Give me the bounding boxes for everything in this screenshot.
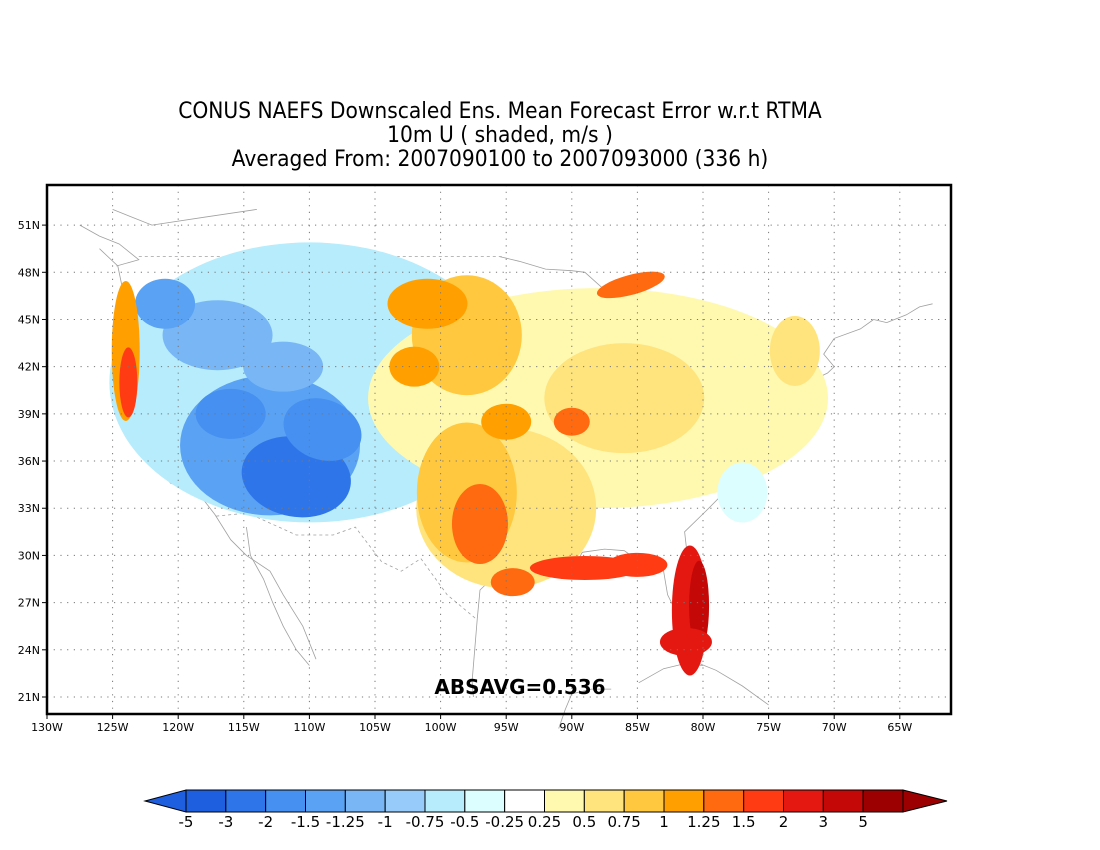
graticule-layer [47, 185, 951, 714]
lon-tick-label: 85W [625, 721, 650, 734]
lon-tick-label: 120W [162, 721, 194, 734]
lat-tick-label: 36N [18, 455, 40, 468]
lat-tick-label: 51N [18, 219, 40, 232]
colorbar-label: 2 [779, 813, 789, 831]
lat-tick-label: 48N [18, 266, 40, 279]
coastline [558, 688, 612, 729]
field-gulf-warm [490, 568, 535, 597]
lat-tick-label: 39N [18, 408, 40, 421]
field-midwest-warm [544, 343, 705, 454]
colorbar-label: 0.5 [572, 813, 596, 831]
lat-tick-label: 27N [18, 597, 40, 610]
field-kansas-warm [481, 403, 532, 440]
field-nebraska-warm [389, 346, 440, 387]
lon-tick-label: 90W [559, 721, 584, 734]
colorbar-label: -0.75 [406, 813, 445, 831]
colorbar-swatch [623, 789, 665, 813]
field-texas-warm [451, 483, 508, 564]
lon-tick-label: 65W [887, 721, 912, 734]
lon-tick-label: 110W [293, 721, 325, 734]
colorbar-label: 3 [819, 813, 829, 831]
field-west-cool [162, 300, 273, 371]
colorbar-label: 1.5 [732, 813, 756, 831]
lon-tick-label: 130W [31, 721, 63, 734]
coastline [873, 303, 933, 324]
colorbar-label: 0.75 [607, 813, 640, 831]
colorbar-high-arrow [902, 789, 948, 813]
title-block: CONUS NAEFS Downscaled Ens. Mean Forecas… [0, 100, 1000, 172]
coastline [471, 618, 478, 698]
colorbar-label: -1 [378, 813, 393, 831]
colorbar-label: 0.25 [528, 813, 561, 831]
lon-tick-label: 95W [494, 721, 519, 734]
field-gulf-warm [607, 552, 668, 577]
shaded-field-layer [109, 242, 829, 676]
lon-tick-label: 115W [228, 721, 260, 734]
lat-tick-label: 30N [18, 549, 40, 562]
colorbar-swatch [703, 789, 745, 813]
lat-tick-label: 42N [18, 361, 40, 374]
colorbar-low-arrow [143, 789, 187, 813]
colorbar-label: 5 [858, 813, 868, 831]
colorbar-swatch [862, 789, 904, 813]
field-west-cool [243, 341, 324, 392]
field-plains-warm [387, 278, 468, 329]
colorbar-label: -0.5 [450, 813, 479, 831]
axis-labels: 130W 125W 120W 115W 110W 105W 100W 95W 90W 85W 80W… [18, 219, 913, 734]
field-superior-warm [596, 271, 665, 299]
colorbar-swatch [384, 789, 426, 813]
colorbar-label: -0.25 [485, 813, 524, 831]
lon-tick-label: 70W [822, 721, 847, 734]
colorbar-swatch [344, 789, 386, 813]
map-frame [45, 183, 953, 716]
absavg-annotation: ABSAVG=0.536 [434, 675, 605, 699]
colorbar-label: -5 [179, 813, 194, 831]
field-west-cool [195, 388, 266, 439]
colorbar-swatch [265, 789, 306, 813]
field-carolina-cool [717, 462, 768, 523]
colorbar-swatch [663, 789, 705, 813]
field-missouri-warm [553, 407, 590, 436]
field-florida-core [689, 560, 710, 651]
colorbar-swatch [743, 789, 785, 813]
colorbar-label: -1.5 [291, 813, 320, 831]
title-line-2: 10m U ( shaded, m/s ) [387, 123, 613, 148]
colorbar-swatch [504, 789, 545, 813]
coastline [696, 662, 769, 706]
colorbar: -5 -3 -2 -1.5 -1.25 -1 -0.75 -0.5 -0.25 0.25 0.5 0.… [143, 789, 948, 831]
title-line-1: CONUS NAEFS Downscaled Ens. Mean Forecas… [178, 99, 822, 124]
coastline [246, 527, 310, 666]
colorbar-swatch [424, 789, 466, 813]
lon-tick-label: 75W [756, 721, 781, 734]
lon-tick-label: 105W [359, 721, 391, 734]
field-west-cool [135, 278, 196, 329]
colorbar-swatch [305, 789, 346, 813]
colorbar-swatch [464, 789, 506, 813]
lon-tick-label: 80W [691, 721, 716, 734]
field-westcoast-warm [119, 347, 138, 418]
colorbar-swatch [783, 789, 824, 813]
colorbar-label: 1 [659, 813, 669, 831]
lat-tick-label: 24N [18, 644, 40, 657]
coastline [79, 224, 140, 267]
lat-tick-label: 45N [18, 313, 40, 326]
lon-tick-label: 125W [97, 721, 129, 734]
colorbar-swatch [185, 789, 227, 813]
lon-tick-label: 100W [425, 721, 457, 734]
colorbar-swatch [544, 789, 585, 813]
field-florida-keys [659, 627, 712, 656]
colorbar-label: -2 [258, 813, 273, 831]
colorbar-swatch [225, 789, 267, 813]
title-line-3: Averaged From: 2007090100 to 2007093000 … [231, 147, 769, 172]
coastline [112, 209, 257, 226]
lat-tick-label: 33N [18, 502, 40, 515]
field-northeast-warm [769, 315, 820, 386]
colorbar-label: -1.25 [326, 813, 365, 831]
colorbar-label: 1.25 [687, 813, 720, 831]
colorbar-swatch [583, 789, 625, 813]
lat-tick-label: 21N [18, 691, 40, 704]
colorbar-label: -3 [218, 813, 233, 831]
colorbar-swatch [822, 789, 864, 813]
